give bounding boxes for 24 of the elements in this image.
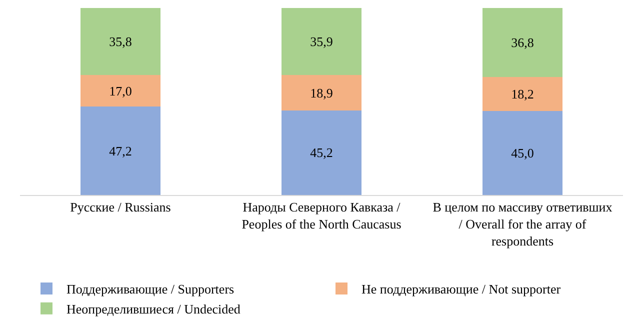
data-label: 45,0 xyxy=(511,145,534,160)
data-label: 35,9 xyxy=(310,34,333,50)
data-label: 17,0 xyxy=(109,83,132,98)
bar xyxy=(482,8,563,77)
data-label: 36,8 xyxy=(511,34,534,50)
x-tick-label: Народы Северного Кавказа / Peoples of the North Caucasus xyxy=(242,200,402,232)
data-label: 35,8 xyxy=(109,34,132,49)
data-label: 18,2 xyxy=(511,86,534,102)
bar xyxy=(80,106,161,195)
bar xyxy=(80,8,161,75)
x-tick-label: Русские / Russians xyxy=(70,200,171,215)
x-tick-label: В целом по массиву ответивших / Overall for the array of respondents xyxy=(432,200,613,248)
legend-label: Не поддерживающие / Not supporter xyxy=(362,282,562,297)
legend-label: Неопределившиеся / Undecided xyxy=(66,301,241,316)
bar xyxy=(482,110,563,195)
data-label: 47,2 xyxy=(109,143,132,158)
bar xyxy=(482,76,563,111)
bar xyxy=(281,75,362,110)
bar xyxy=(80,74,161,107)
legend-label: Поддерживающие / Supporters xyxy=(66,282,234,297)
data-label: 45,2 xyxy=(310,145,333,160)
data-label: 18,9 xyxy=(310,85,333,100)
bar xyxy=(281,8,362,76)
bar xyxy=(281,110,362,195)
